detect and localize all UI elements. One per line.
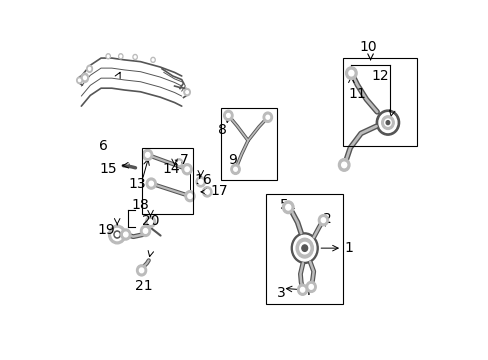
- Text: 12: 12: [371, 69, 388, 83]
- Ellipse shape: [121, 229, 131, 240]
- Ellipse shape: [78, 79, 81, 82]
- Ellipse shape: [263, 112, 272, 122]
- Text: 20: 20: [142, 214, 160, 228]
- Text: 3: 3: [276, 286, 285, 300]
- Ellipse shape: [384, 119, 390, 126]
- Text: 7: 7: [180, 153, 188, 167]
- Ellipse shape: [285, 204, 290, 210]
- Ellipse shape: [376, 110, 399, 135]
- Ellipse shape: [291, 233, 318, 264]
- Ellipse shape: [184, 167, 189, 172]
- Ellipse shape: [142, 149, 152, 161]
- Ellipse shape: [143, 229, 147, 233]
- Ellipse shape: [182, 164, 192, 175]
- Bar: [265, 194, 343, 304]
- Ellipse shape: [146, 178, 156, 189]
- Ellipse shape: [198, 179, 203, 184]
- Ellipse shape: [265, 115, 269, 119]
- Ellipse shape: [120, 55, 122, 57]
- Ellipse shape: [299, 242, 309, 254]
- Ellipse shape: [106, 54, 110, 59]
- Text: 19: 19: [97, 223, 115, 237]
- Ellipse shape: [119, 54, 122, 59]
- Text: 16: 16: [194, 173, 212, 187]
- Ellipse shape: [233, 167, 237, 171]
- Ellipse shape: [151, 57, 155, 62]
- Ellipse shape: [107, 55, 109, 57]
- Text: 17: 17: [210, 184, 227, 198]
- Ellipse shape: [321, 218, 325, 222]
- Ellipse shape: [77, 77, 82, 84]
- Ellipse shape: [345, 67, 356, 80]
- Text: 8: 8: [217, 123, 226, 137]
- Ellipse shape: [178, 161, 180, 165]
- Text: 18: 18: [131, 198, 149, 212]
- Text: 13: 13: [128, 177, 145, 190]
- Ellipse shape: [305, 282, 316, 292]
- Ellipse shape: [123, 232, 128, 237]
- Ellipse shape: [112, 228, 122, 240]
- Ellipse shape: [230, 164, 240, 174]
- Bar: [221, 108, 276, 180]
- Ellipse shape: [300, 287, 304, 292]
- Ellipse shape: [223, 110, 233, 121]
- Ellipse shape: [185, 91, 188, 94]
- Ellipse shape: [115, 233, 119, 237]
- Ellipse shape: [136, 265, 146, 276]
- Ellipse shape: [152, 59, 154, 61]
- Ellipse shape: [187, 194, 192, 198]
- Ellipse shape: [184, 190, 195, 202]
- Ellipse shape: [381, 116, 393, 130]
- Ellipse shape: [86, 65, 92, 72]
- Bar: [343, 58, 416, 146]
- Ellipse shape: [145, 216, 155, 228]
- Ellipse shape: [114, 231, 120, 238]
- Text: 14: 14: [162, 162, 179, 176]
- Ellipse shape: [308, 284, 313, 289]
- Text: 10: 10: [359, 40, 376, 54]
- Text: 4: 4: [301, 284, 310, 298]
- Text: 1: 1: [344, 241, 353, 255]
- Ellipse shape: [202, 187, 211, 197]
- Ellipse shape: [226, 113, 230, 117]
- Ellipse shape: [293, 235, 315, 261]
- Ellipse shape: [108, 225, 125, 244]
- Text: 9: 9: [228, 153, 237, 167]
- Text: 2: 2: [323, 212, 331, 226]
- Ellipse shape: [348, 70, 353, 76]
- Ellipse shape: [145, 153, 149, 157]
- Ellipse shape: [88, 67, 90, 70]
- Text: 11: 11: [348, 87, 366, 101]
- Text: 6: 6: [99, 139, 108, 153]
- Ellipse shape: [133, 54, 137, 59]
- Ellipse shape: [148, 220, 152, 224]
- Ellipse shape: [338, 159, 349, 171]
- Ellipse shape: [183, 89, 190, 96]
- Ellipse shape: [386, 121, 389, 125]
- Text: 15: 15: [99, 162, 117, 176]
- Ellipse shape: [139, 268, 143, 273]
- Ellipse shape: [318, 215, 328, 226]
- Ellipse shape: [196, 177, 205, 187]
- Ellipse shape: [341, 162, 346, 168]
- Ellipse shape: [378, 113, 396, 132]
- Text: 21: 21: [135, 279, 152, 293]
- Ellipse shape: [149, 181, 153, 186]
- Ellipse shape: [282, 201, 293, 213]
- Ellipse shape: [83, 76, 86, 80]
- Ellipse shape: [140, 225, 150, 237]
- Text: 5: 5: [280, 198, 288, 212]
- Ellipse shape: [81, 73, 88, 82]
- Ellipse shape: [204, 189, 209, 194]
- Bar: [142, 148, 192, 214]
- Ellipse shape: [296, 238, 313, 258]
- Ellipse shape: [297, 284, 307, 295]
- Ellipse shape: [301, 245, 307, 251]
- Ellipse shape: [175, 159, 183, 167]
- Ellipse shape: [134, 56, 136, 58]
